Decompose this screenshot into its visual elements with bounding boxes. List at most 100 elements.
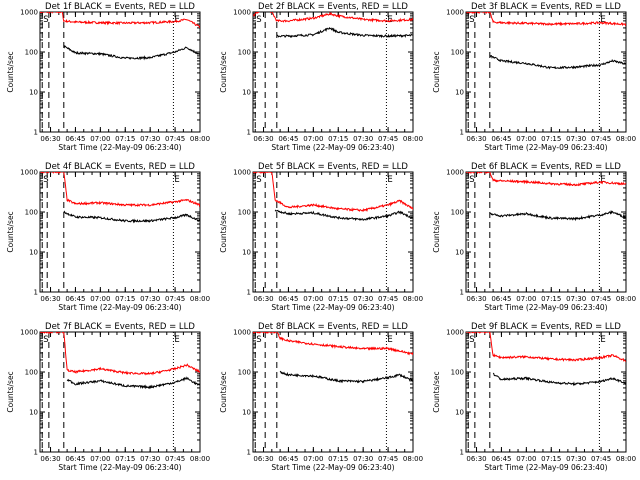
- x-tick-label: 06:30: [466, 135, 486, 143]
- series-lld-line: [40, 172, 200, 208]
- x-tick-label: 06:45: [278, 295, 298, 303]
- y-tick-label: 1: [247, 129, 251, 137]
- time-marker-label: E: [387, 175, 392, 185]
- time-marker-label: E: [387, 335, 392, 345]
- x-tick-label: 07:15: [115, 295, 135, 303]
- series-events-line: [492, 372, 626, 387]
- series-events-line: [279, 370, 413, 384]
- series-events-line: [274, 209, 413, 222]
- series-lld-line: [253, 332, 413, 356]
- series-events-line: [276, 26, 413, 39]
- y-tick-label: 1000: [20, 9, 38, 17]
- x-tick-label: 07:00: [516, 295, 536, 303]
- x-tick-label: 06:45: [491, 295, 511, 303]
- x-tick-label: 07:45: [165, 455, 185, 463]
- series-events-line: [489, 55, 626, 70]
- series-lld-line: [40, 332, 200, 376]
- y-tick-label: 1: [460, 449, 464, 457]
- chart-title: Det 8f BLACK = Events, RED = LLD: [258, 322, 408, 332]
- x-tick-label: 08:00: [190, 455, 210, 463]
- x-tick-label: 07:15: [115, 135, 135, 143]
- y-tick-label: 1: [34, 289, 38, 297]
- y-tick-label: 1000: [233, 169, 251, 177]
- x-axis-label: Start Time (22-May-09 06:23:40): [271, 463, 394, 472]
- y-tick-label: 1: [460, 129, 464, 137]
- time-marker-label: S: [43, 335, 48, 345]
- plot-frame: [252, 331, 414, 453]
- time-marker-label: S: [469, 175, 474, 185]
- y-tick-label: 1: [247, 449, 251, 457]
- y-tick-label: 100: [238, 209, 251, 217]
- x-tick-label: 07:15: [541, 135, 561, 143]
- chart-title: Det 6f BLACK = Events, RED = LLD: [471, 162, 621, 172]
- x-tick-label: 08:00: [403, 455, 423, 463]
- x-tick-label: 08:00: [616, 135, 636, 143]
- series-events-line: [66, 376, 200, 390]
- y-tick-label: 1000: [20, 329, 38, 337]
- y-tick-label: 1000: [233, 329, 251, 337]
- y-tick-label: 1000: [446, 9, 464, 17]
- y-tick-label: 10: [455, 409, 464, 417]
- x-tick-label: 08:00: [403, 295, 423, 303]
- x-tick-label: 07:30: [566, 455, 586, 463]
- x-tick-label: 07:45: [378, 295, 398, 303]
- y-tick-label: 10: [242, 249, 251, 257]
- y-tick-label: 1: [460, 289, 464, 297]
- x-tick-label: 07:15: [115, 455, 135, 463]
- x-axis-label: Start Time (22-May-09 06:23:40): [484, 143, 607, 152]
- y-tick-label: 10: [242, 409, 251, 417]
- x-tick-label: 06:45: [65, 295, 85, 303]
- panel-det-5: Det 5f BLACK = Events, RED = LLD 1 10 100 10…: [219, 162, 423, 312]
- x-tick-label: 06:45: [65, 135, 85, 143]
- x-axis-label: Start Time (22-May-09 06:23:40): [58, 463, 181, 472]
- x-tick-label: 07:00: [90, 295, 110, 303]
- y-tick-label: 10: [29, 89, 38, 97]
- plot-frame: [465, 11, 627, 133]
- y-tick-label: 1000: [446, 329, 464, 337]
- time-marker-label: S: [256, 175, 261, 185]
- x-tick-label: 07:45: [378, 135, 398, 143]
- plot-frame: [465, 331, 627, 453]
- y-tick-label: 100: [25, 209, 38, 217]
- x-tick-label: 07:45: [165, 135, 185, 143]
- chart-title: Det 9f BLACK = Events, RED = LLD: [471, 322, 621, 332]
- series-events-line: [489, 209, 626, 222]
- time-marker-label: S: [43, 175, 48, 185]
- x-tick-label: 06:45: [491, 135, 511, 143]
- x-tick-label: 07:45: [591, 295, 611, 303]
- panel-det-2: Det 2f BLACK = Events, RED = LLD 1 10 100 10…: [219, 2, 423, 152]
- panel-det-6: Det 6f BLACK = Events, RED = LLD 1 10 100 10…: [432, 162, 636, 312]
- time-marker-label: S: [469, 335, 474, 345]
- x-tick-label: 06:30: [40, 295, 60, 303]
- y-tick-label: 100: [238, 369, 251, 377]
- y-tick-label: 1: [247, 289, 251, 297]
- x-tick-label: 07:30: [140, 135, 160, 143]
- panel-det-9: Det 9f BLACK = Events, RED = LLD 1 10 100 10…: [432, 322, 636, 472]
- series-lld-line: [253, 172, 413, 213]
- series-lld-line: [466, 172, 626, 187]
- x-tick-label: 06:30: [40, 135, 60, 143]
- y-axis-label: Counts/sec: [432, 211, 441, 252]
- x-tick-label: 06:45: [278, 455, 298, 463]
- time-marker-label: E: [600, 175, 605, 185]
- time-marker-label: E: [600, 335, 605, 345]
- x-tick-label: 07:30: [566, 295, 586, 303]
- y-tick-label: 10: [29, 409, 38, 417]
- x-tick-label: 08:00: [616, 295, 636, 303]
- time-marker-label: S: [256, 335, 261, 345]
- x-tick-label: 07:30: [140, 295, 160, 303]
- time-marker-label: S: [43, 15, 48, 25]
- x-tick-label: 07:00: [303, 295, 323, 303]
- panel-det-4: Det 4f BLACK = Events, RED = LLD 1 10 100 10…: [6, 162, 210, 312]
- x-tick-label: 07:00: [516, 135, 536, 143]
- chart-title: Det 5f BLACK = Events, RED = LLD: [258, 162, 408, 172]
- x-tick-label: 08:00: [616, 455, 636, 463]
- y-tick-label: 100: [25, 49, 38, 57]
- y-tick-label: 10: [242, 89, 251, 97]
- y-tick-label: 10: [455, 89, 464, 97]
- x-tick-label: 07:30: [566, 135, 586, 143]
- plot-frame: [39, 331, 201, 453]
- y-tick-label: 100: [451, 209, 464, 217]
- x-tick-label: 07:15: [328, 135, 348, 143]
